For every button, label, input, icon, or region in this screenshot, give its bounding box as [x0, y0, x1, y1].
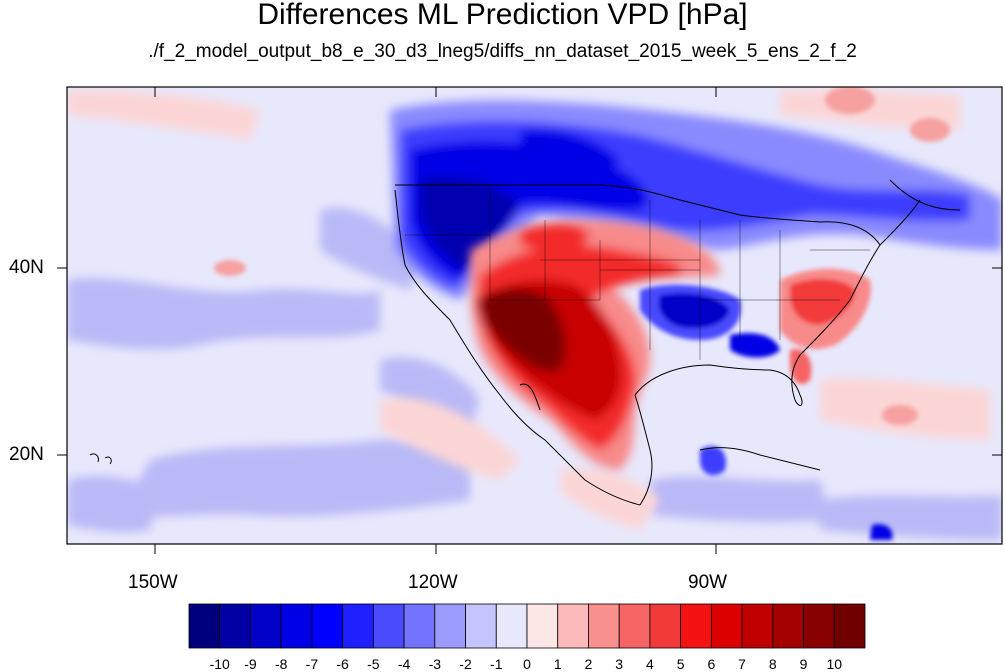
colorbar-label: 9 [799, 656, 808, 672]
colorbar-label: -5 [367, 656, 380, 672]
colorbar-box [803, 603, 835, 649]
colorbar-box [618, 603, 651, 649]
colorbar-box [311, 603, 344, 649]
colorbar-box [649, 603, 682, 649]
positive-light-areas [67, 89, 990, 530]
colorbar-label: 2 [584, 656, 593, 672]
colorbar-box [557, 603, 589, 649]
colorbar-box [772, 603, 804, 649]
southwest-positive-anomaly [470, 220, 720, 470]
colorbar [188, 603, 866, 649]
colorbar-label: 4 [646, 656, 654, 672]
lon-label-150w: 150W [128, 572, 178, 593]
positive-pink-spots [214, 87, 950, 425]
colorbar-label: 3 [615, 656, 624, 672]
colorbar-box [434, 603, 466, 649]
lon-label-120w: 120W [408, 572, 458, 593]
colorbar-label: 1 [553, 656, 562, 672]
colorbar-label: 6 [707, 656, 716, 672]
colorbar-label: 0 [523, 656, 531, 672]
central-negative-anomaly [640, 284, 893, 540]
colorbar-label: 10 [826, 656, 843, 672]
colorbar-box [372, 603, 405, 649]
pacific-negative-bands [67, 208, 1002, 540]
lat-label-40n: 40N [9, 257, 44, 278]
map-ticks [57, 87, 1002, 554]
colorbar-label: -3 [428, 656, 442, 672]
map-title: Differences ML Prediction VPD [hPa] [257, 0, 748, 31]
colorbar-label: -9 [244, 656, 257, 672]
colorbar-box [188, 603, 221, 649]
colorbar-label: -10 [209, 656, 230, 672]
colorbar-label: 7 [738, 656, 746, 672]
map-frame [66, 86, 1003, 545]
map-subtitle: ./f_2_model_output_b8_e_30_d3_lneg5/diff… [148, 41, 857, 62]
colorbar-box [280, 603, 313, 649]
lat-label-20n: 20N [9, 444, 44, 465]
colorbar-box [833, 603, 866, 649]
east-coast-positive-anomaly [780, 268, 871, 385]
colorbar-box [588, 603, 620, 649]
colorbar-label: -1 [490, 656, 503, 672]
colorbar-label: -2 [459, 656, 472, 672]
colorbar-box [710, 603, 743, 649]
colorbar-box [526, 603, 559, 649]
colorbar-label: -7 [305, 656, 319, 672]
northern-negative-anomaly [390, 100, 1002, 300]
colorbar-box [680, 603, 712, 649]
colorbar-label: -4 [397, 656, 411, 672]
colorbar-box [495, 603, 528, 649]
colorbar-box [403, 603, 436, 649]
anomaly-field [67, 87, 1002, 544]
colorbar-label: 5 [676, 656, 685, 672]
colorbar-box [465, 603, 497, 649]
colorbar-label: -6 [336, 656, 349, 672]
colorbar-box [741, 603, 774, 649]
lon-label-90w: 90W [688, 572, 728, 593]
colorbar-label: 8 [768, 656, 777, 672]
colorbar-box [219, 603, 251, 649]
colorbar-box [250, 603, 282, 649]
coastlines [89, 179, 961, 506]
state-borders [405, 185, 870, 360]
colorbar-label: -8 [274, 656, 288, 672]
colorbar-box [342, 603, 374, 649]
